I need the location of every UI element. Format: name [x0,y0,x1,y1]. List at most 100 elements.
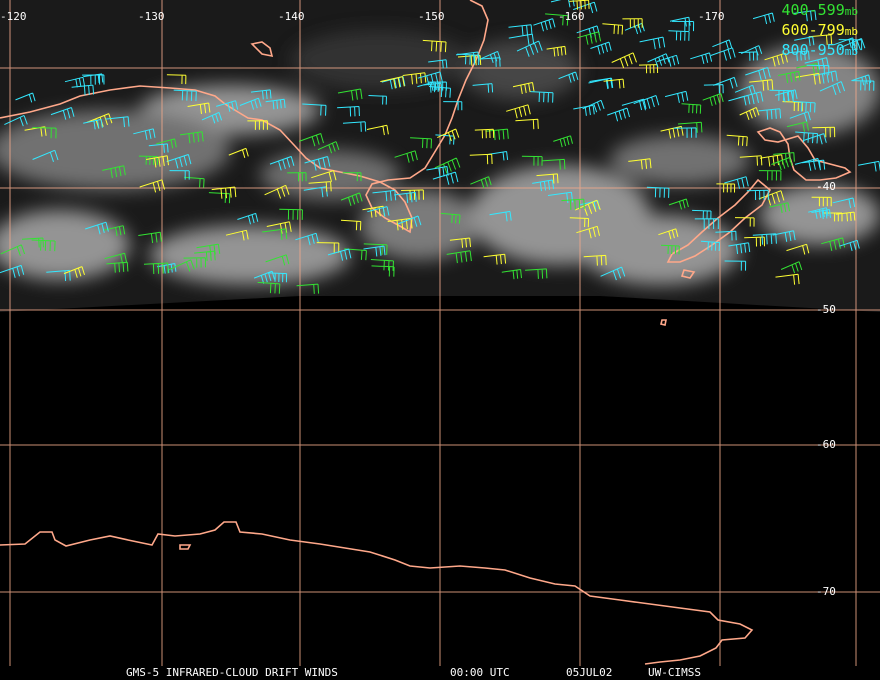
wind-barb [728,242,751,254]
wind-barb [576,25,600,38]
lon-label: -170 [698,10,725,23]
wind-barb [422,39,447,53]
wind-barb [569,0,590,10]
wind-barb [85,221,109,235]
wind-barb [775,273,800,285]
legend-entry-800-950: 800-950mb [782,41,858,61]
wind-barb [106,261,129,273]
wind-barb [545,13,569,26]
wind-barb [316,242,340,253]
caption-time: 00:00 UTC [450,666,510,679]
wind-barb [759,154,784,167]
lon-label: -140 [278,10,305,23]
wind-barb [786,243,810,255]
wind-barb [50,107,75,120]
wind-barb [485,128,509,141]
legend-label: 600-799 [781,21,845,39]
wind-barb [173,89,197,102]
wind-barb [782,101,803,112]
latitude-labels: -40 -50 -60 -70 [816,180,836,598]
legend-unit: mb [844,45,858,58]
wind-barb [738,91,764,105]
wind-barb [387,217,413,231]
wind-barb [4,114,28,127]
wind-barb [811,196,832,207]
wind-barb [802,133,827,145]
wind-barb [296,283,320,294]
lon-label: -160 [558,10,585,23]
wind-barb [216,100,239,112]
wind-barb [196,243,221,256]
wind-barb [569,217,590,228]
wind-barb [489,210,512,222]
wind-barb [479,50,501,63]
wind-barb [267,272,288,283]
wind-barb [15,92,36,103]
wind-barb [553,135,573,148]
wind-barb [788,50,810,61]
wind-barb [168,259,195,272]
wind-barb [583,254,607,266]
wind-barb [541,158,566,170]
wind-barb [432,171,459,185]
wind-barb [745,67,771,81]
wind-barb [811,209,831,220]
wind-barb [457,54,482,66]
wind-barb [71,84,95,96]
wind-barb [724,176,749,189]
wind-barb [806,64,830,76]
wind-barb [371,265,395,277]
lat-label: -70 [816,585,836,598]
wind-barb [363,245,386,257]
wind-barb [712,39,733,50]
wind-barb [710,47,736,61]
wind-barb [808,207,829,219]
wind-barb [366,124,389,136]
wind-barb [715,230,737,241]
wind-barb [0,244,26,256]
wind-barb [646,186,670,198]
wind-barb [590,41,612,55]
wind-barb [716,183,736,193]
wind-barb [600,266,626,281]
wind-barb [536,173,559,184]
wind-barb [577,31,602,45]
wind-barb [838,39,863,51]
wind-barb [262,228,288,240]
wind-barb [428,59,448,69]
wind-barb [749,79,774,91]
wind-barb [304,156,331,171]
wind-barb [397,215,422,227]
wind-barb [426,166,449,178]
wind-barb [812,126,836,138]
wind-barb [63,266,85,278]
legend-entry-400-599: 400-599mb [782,1,858,21]
wind-barb [31,239,56,252]
wind-barb [148,143,169,153]
wind-barb [370,259,394,271]
lat-label: -40 [816,180,836,193]
wind-barb [673,127,697,138]
wind-barb [573,104,595,116]
wind-barb [138,155,158,166]
wind-barb [428,86,451,98]
wind-barb [32,127,57,139]
wind-barb [532,179,555,192]
wind-barb [474,128,495,139]
wind-barb [738,51,758,61]
wind-barb [558,71,579,83]
wind-barb [794,36,815,46]
lon-label: -150 [418,10,445,23]
coastlines [0,0,852,665]
wind-barb [851,74,872,86]
graticule [0,0,880,666]
wind-barb [253,270,275,284]
wind-barb [183,176,205,188]
wind-barb [102,165,126,179]
lon-label: -130 [138,10,165,23]
pressure-legend: 400-599mb 600-799 mb 800-950mb [782,1,858,61]
wind-barb [138,231,162,244]
wind-barb [83,118,103,130]
wind-barb [367,206,390,217]
